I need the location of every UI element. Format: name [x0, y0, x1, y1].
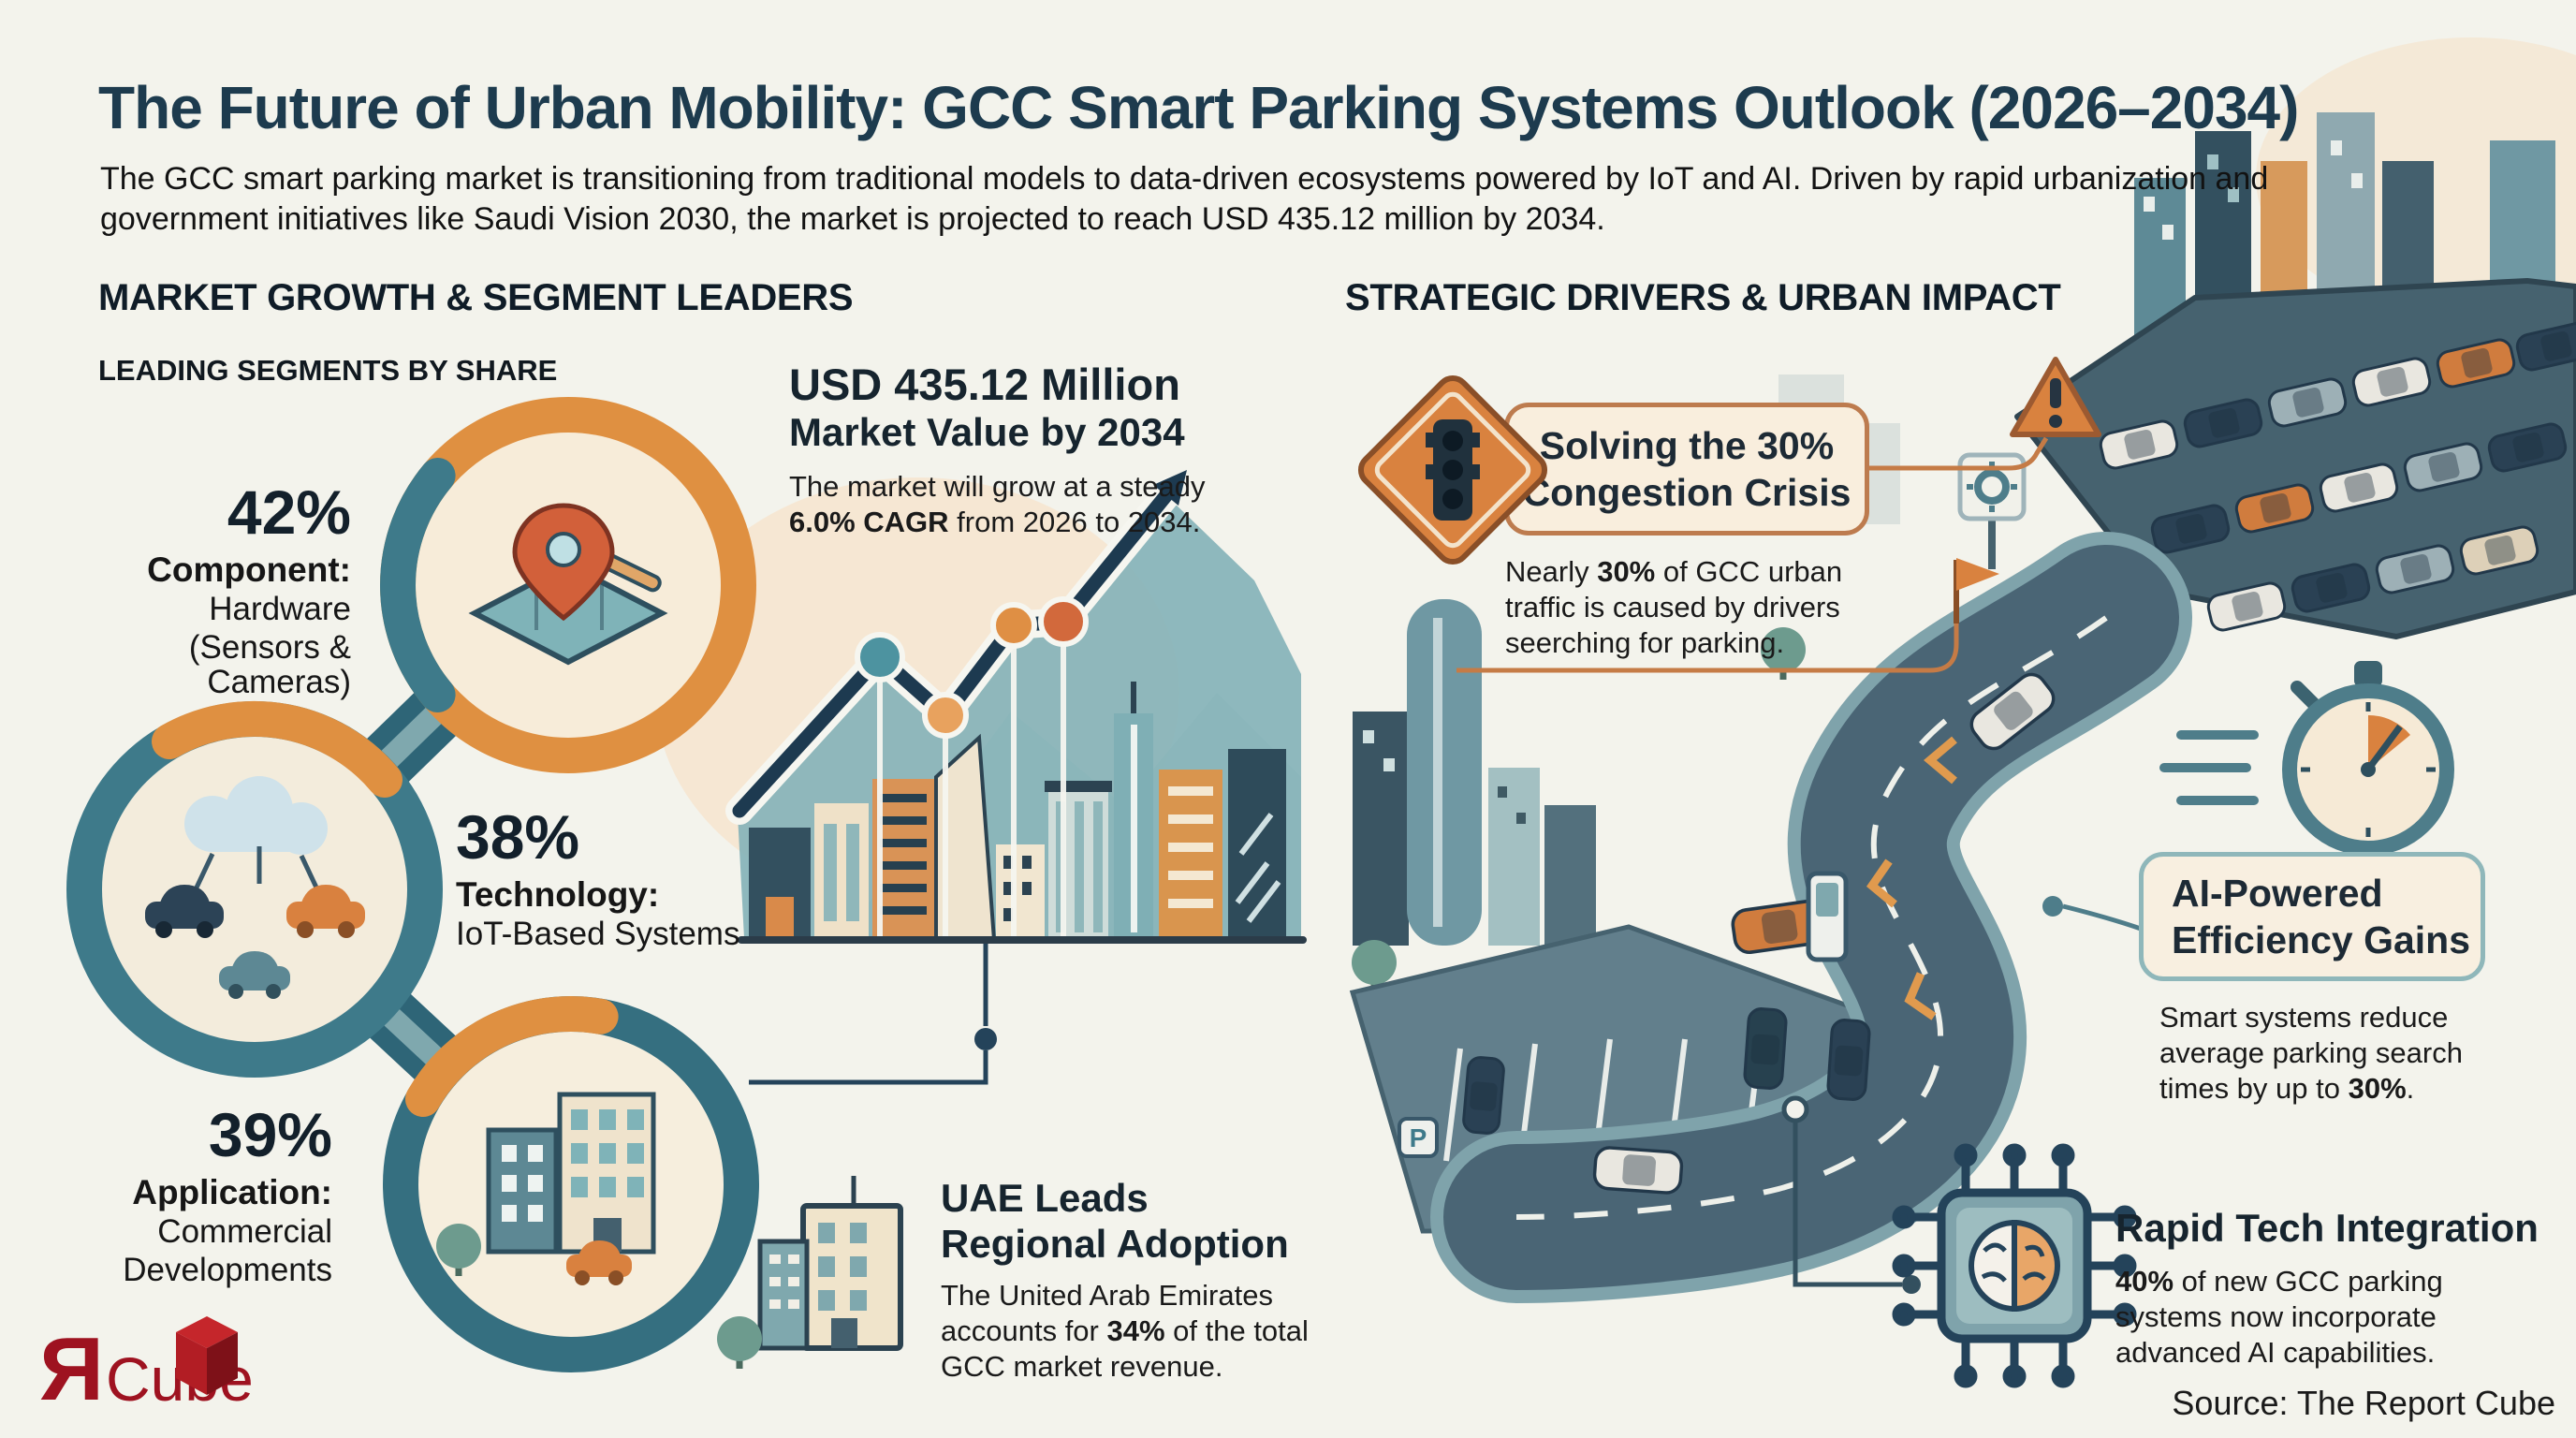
- segment-hardware-value: 42%: [227, 477, 351, 547]
- left-subheading: LEADING SEGMENTS BY SHARE: [98, 354, 558, 387]
- efficiency-body: Smart systems reduce average parking sea…: [2159, 1001, 2463, 1105]
- segment-chain: [66, 397, 759, 1372]
- road-centerline: [1515, 615, 2108, 1220]
- uae-connector: [749, 1050, 988, 1085]
- road-chevrons: [1866, 736, 1957, 1020]
- tech-body: 40% of new GCC parking systems now incor…: [2115, 1265, 2443, 1369]
- chip-connector: [1793, 1121, 1902, 1287]
- segment-technology-label: 38% Technology: IoT-Based Systems: [456, 802, 858, 952]
- growth-chart-illustration: [725, 470, 1307, 1085]
- data-point-teal: [855, 632, 905, 682]
- uae-body: The United Arab Emirates accounts for 34…: [941, 1279, 1309, 1384]
- cloud-connected-cars-icon: [145, 776, 365, 999]
- traffic-sign-icon: [1357, 374, 1548, 565]
- data-point-orange2: [990, 602, 1037, 649]
- cagr-text: The market will grow at a steady 6.0% CA…: [789, 469, 1206, 538]
- left-section-heading: MARKET GROWTH & SEGMENT LEADERS: [98, 277, 854, 318]
- data-point-red: [1038, 596, 1089, 647]
- growth-arrowhead: [1153, 470, 1187, 506]
- gear-sign-icon: [1957, 452, 2027, 569]
- flag-icon: [1954, 558, 1999, 624]
- circle-hardware: [380, 397, 756, 773]
- uae-title: UAE Leads: [941, 1176, 1149, 1220]
- right-section-heading: STRATEGIC DRIVERS & URBAN IMPACT: [1345, 277, 2061, 318]
- speed-lines-icon: [2159, 730, 2259, 805]
- market-value-block: USD 435.12 Million Market Value by 2034 …: [789, 360, 1248, 540]
- segment-application-value: 39%: [208, 1100, 332, 1169]
- segment-technology-value: 38%: [456, 802, 580, 872]
- congestion-underline: [1456, 622, 1959, 673]
- uae-building-icon: [717, 1176, 903, 1369]
- congestion-badge: Solving the 30% Congestion Crisis: [1504, 403, 1869, 536]
- stopwatch-icon: [2282, 661, 2454, 856]
- uae-block: UAE Leads Regional Adoption The United A…: [941, 1176, 1315, 1385]
- page-subtitle: The GCC smart parking market is transiti…: [100, 161, 2269, 238]
- page-title: The Future of Urban Mobility: GCC Smart …: [98, 74, 2299, 141]
- svg-text:P: P: [1410, 1123, 1427, 1152]
- data-point-orange: [922, 692, 969, 739]
- ai-chip-icon: [1892, 1143, 2137, 1388]
- circle-technology: [66, 700, 443, 1078]
- market-value-headline: USD 435.12 Million: [789, 360, 1180, 409]
- urban-scene: P: [1352, 112, 2576, 1388]
- warning-triangle-icon: [2010, 357, 2101, 437]
- circle-application: [383, 995, 759, 1372]
- parking-kiosk-icon: [1806, 871, 1849, 962]
- source-credit: Source: The Report Cube: [2172, 1384, 2555, 1422]
- efficiency-badge: AI-Powered Efficiency Gains: [2139, 852, 2485, 981]
- commercial-buildings-icon: [436, 1092, 656, 1285]
- logo-letter: Я: [39, 1319, 104, 1419]
- congestion-body: Nearly 30% of GCC urban traffic is cause…: [1505, 555, 1843, 659]
- tech-title: Rapid Tech Integration: [2115, 1206, 2539, 1250]
- segment-hardware-label: 42% Component: Hardware (Sensors & Camer…: [75, 477, 351, 699]
- map-location-pin-icon: [468, 503, 668, 666]
- growth-line: [732, 483, 1178, 818]
- congestion-connector: [1851, 436, 2049, 471]
- segment-application-label: 39% Application: Commercial Developments: [56, 1100, 332, 1288]
- efficiency-connector: [2062, 903, 2142, 932]
- cube-icon: [176, 1316, 238, 1395]
